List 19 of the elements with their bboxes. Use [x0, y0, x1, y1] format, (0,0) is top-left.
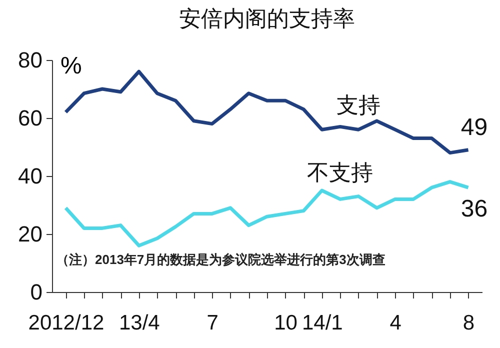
x-tick-label: 13/4 [118, 312, 160, 334]
x-tick-label: 7 [206, 312, 218, 334]
data-label: 49 [460, 114, 488, 141]
y-tick-label: 0 [30, 280, 42, 304]
y-tick-label: 40 [18, 164, 42, 188]
annotation: （注）2013年7月的数据是为参议院选举进行的第3次调查 [56, 252, 386, 267]
data-label: 36 [460, 196, 488, 223]
y-tick-label: 80 [18, 48, 42, 72]
x-tick-label: 10 [274, 312, 298, 334]
x-tick-label: 8 [462, 312, 475, 334]
series-label: 不支持 [307, 160, 374, 186]
y-tick-label: 20 [18, 222, 42, 246]
chart-title: 安倍内阁的支持率 [179, 6, 355, 31]
series-label: 支持 [336, 92, 380, 118]
y-axis-title: % [60, 52, 82, 80]
x-tick-label: 14/1 [302, 312, 343, 334]
x-tick-label: 2012/12 [28, 312, 104, 334]
y-tick-label: 60 [18, 106, 42, 130]
x-tick-label: 4 [390, 312, 402, 334]
